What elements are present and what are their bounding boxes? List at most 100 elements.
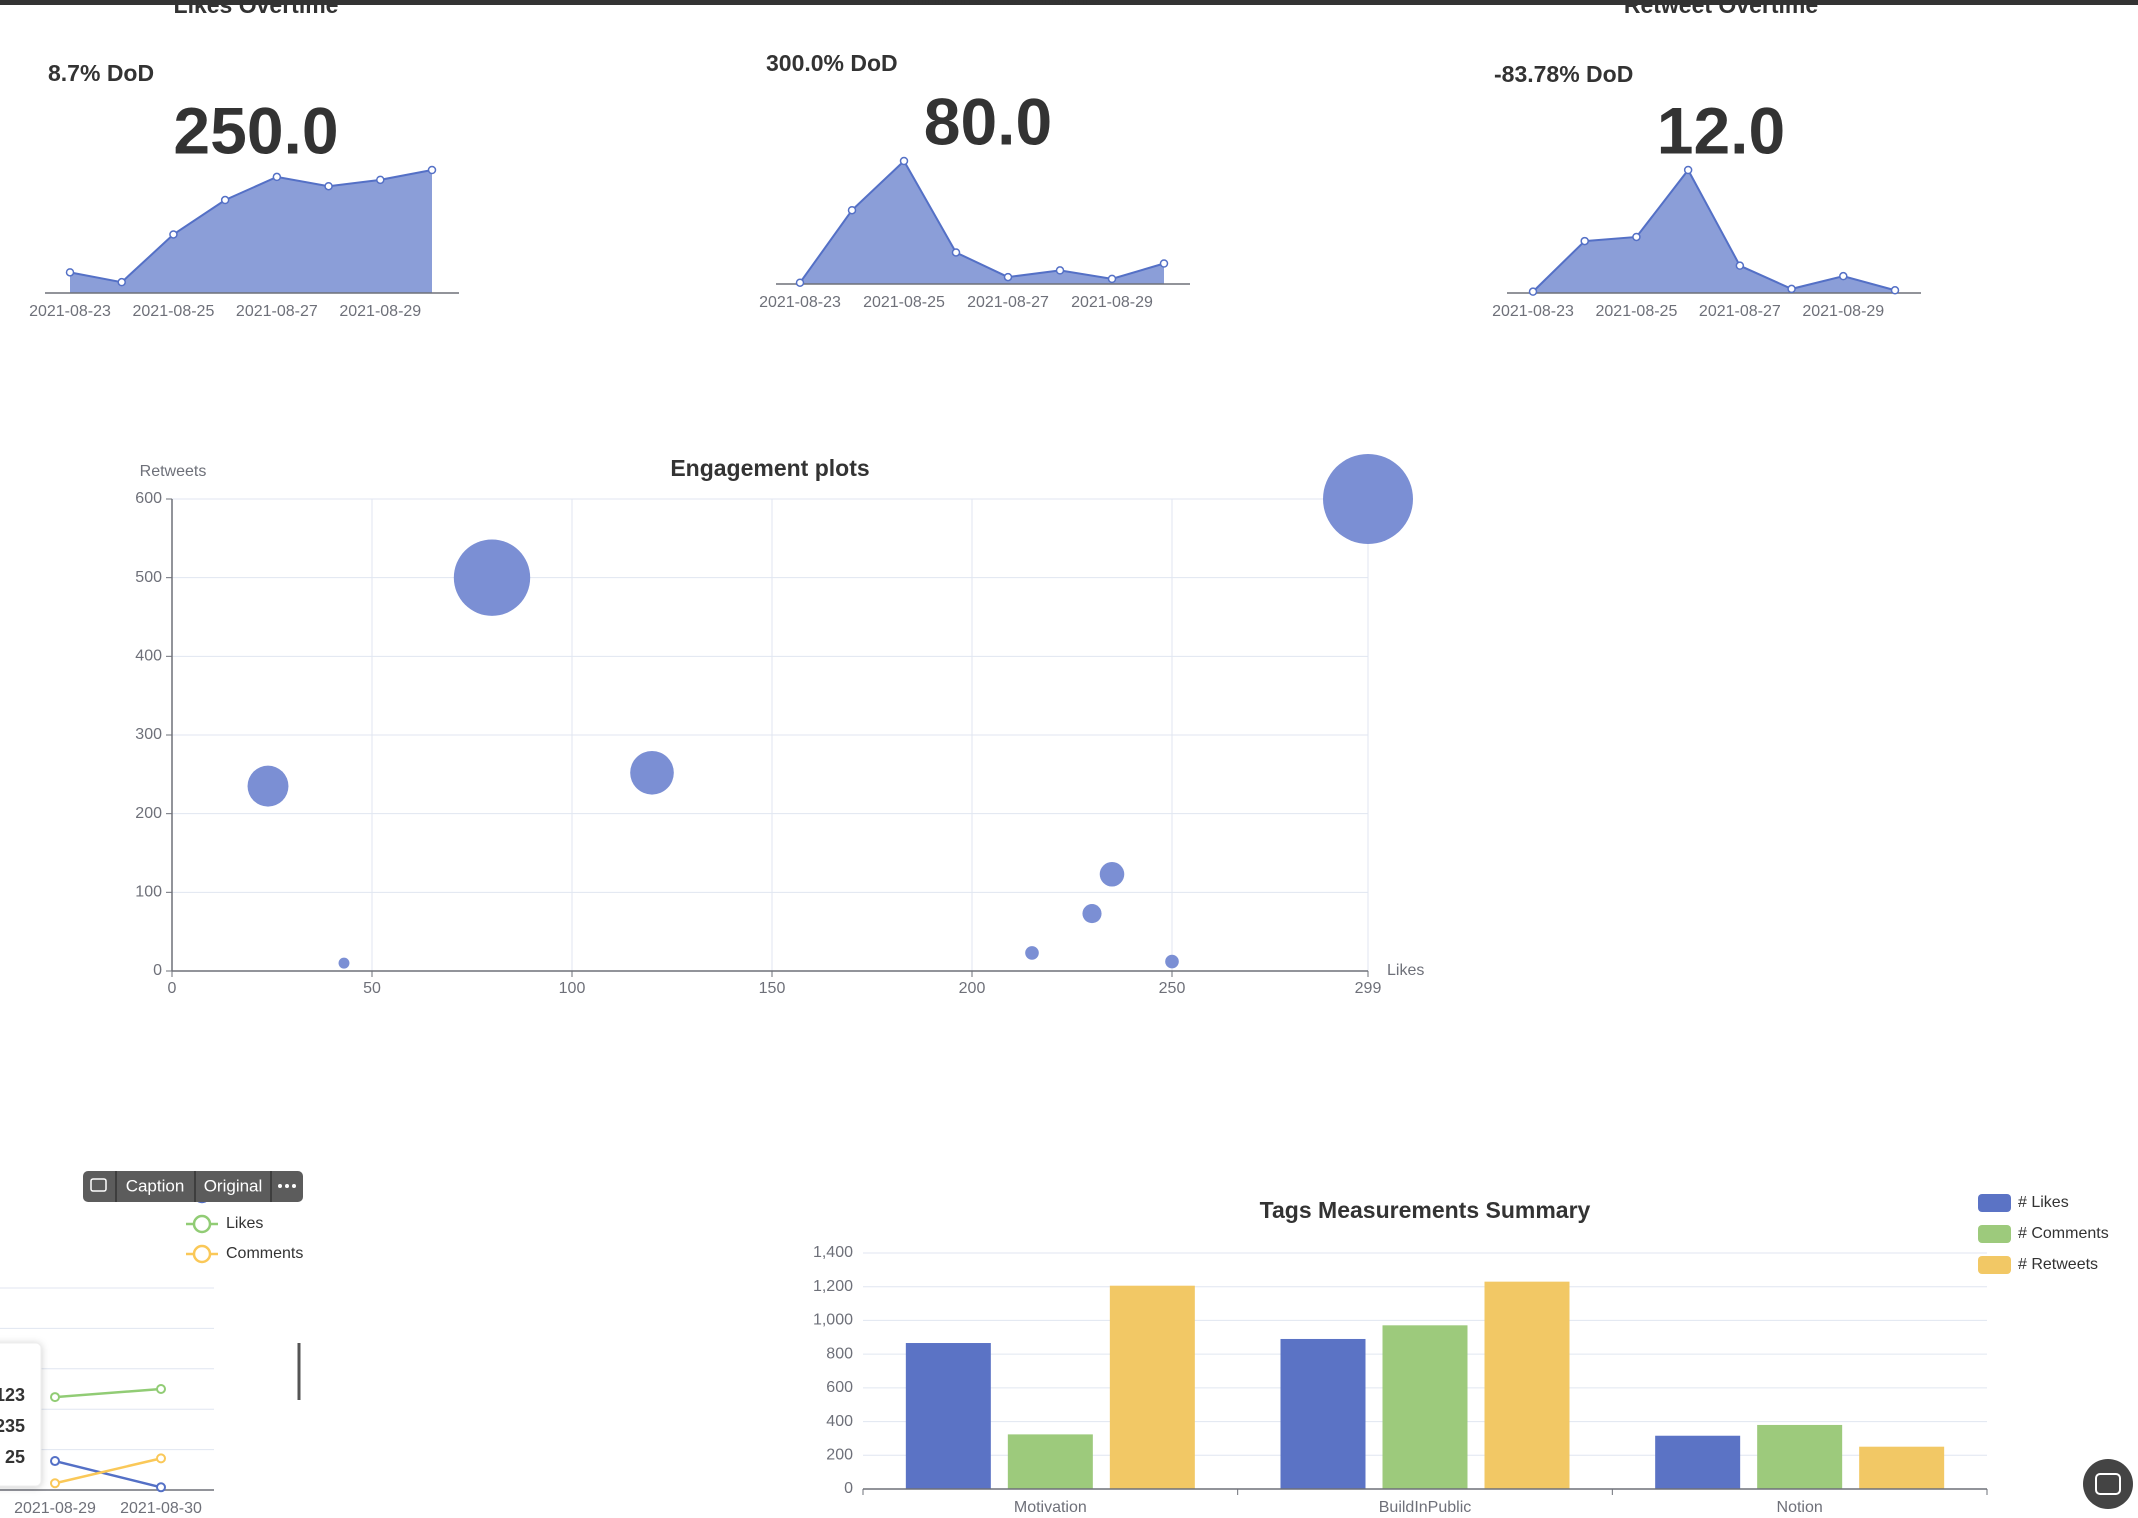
point <box>899 156 909 166</box>
bubble <box>1165 954 1179 969</box>
point <box>1003 272 1013 282</box>
x-tick-label: 2021-08-23 <box>759 294 841 311</box>
legend-swatch <box>1978 1194 2011 1212</box>
bar <box>1007 1434 1093 1489</box>
point <box>65 268 75 277</box>
x-tick-label: 2021-08-27 <box>967 294 1049 311</box>
more-dot <box>292 1184 296 1188</box>
x-tick-label: 2021-08-23 <box>29 303 111 320</box>
y-tick-label: 200 <box>826 1447 853 1464</box>
point <box>156 1384 166 1394</box>
x-axis-name: Likes <box>1387 962 1424 979</box>
bubble <box>1025 946 1039 960</box>
bubble <box>247 765 289 807</box>
y-axis-name: Retweets <box>140 463 207 480</box>
bubble <box>453 539 531 616</box>
y-tick-label: 100 <box>135 884 162 901</box>
legend-label[interactable]: # Retweets <box>2018 1256 2098 1273</box>
point <box>427 165 437 175</box>
point <box>376 175 385 185</box>
scan-icon <box>2095 1473 2121 1495</box>
point <box>1890 286 1900 295</box>
point <box>1839 271 1848 281</box>
x-tick-label: 50 <box>363 980 381 997</box>
legend-label[interactable]: # Likes <box>2018 1194 2069 1211</box>
point <box>847 205 857 215</box>
x-tick-label: 2021-08-25 <box>863 294 945 311</box>
more-dot <box>285 1184 289 1188</box>
x-tick-label: 299 <box>1355 980 1382 997</box>
tooltip <box>0 1342 42 1487</box>
y-tick-label: 800 <box>826 1345 853 1362</box>
y-tick-label: 400 <box>135 648 162 665</box>
scan-button[interactable] <box>2083 1459 2133 1509</box>
x-tick-label: 2021-08-29 <box>1071 294 1153 311</box>
kpi-change: -83.78% DoD <box>1494 61 1633 87</box>
y-tick-label: 1,000 <box>813 1312 853 1329</box>
y-tick-label: 1,400 <box>813 1244 853 1261</box>
chart-title: Likes Overtime <box>174 0 339 18</box>
x-tick-label: 250 <box>1159 980 1186 997</box>
point <box>1107 274 1117 284</box>
tooltip-value: 25 <box>5 1447 25 1467</box>
toolbar <box>83 1171 303 1202</box>
y-tick-label: 600 <box>826 1379 853 1396</box>
chart-title: Comments Overtime <box>876 0 1101 9</box>
bar <box>1655 1435 1741 1489</box>
x-tick-label: 2021-08-30 <box>120 1500 202 1517</box>
point <box>951 248 961 257</box>
point <box>50 1456 60 1467</box>
top-bar <box>0 0 2138 5</box>
point <box>1787 284 1796 294</box>
point <box>272 172 282 182</box>
y-tick-label: 0 <box>844 1480 853 1497</box>
toolbar-button[interactable]: Caption <box>126 1176 185 1195</box>
point <box>1159 259 1169 268</box>
x-tick-label: 2021-08-25 <box>133 303 215 320</box>
y-tick-label: 600 <box>135 490 162 507</box>
x-tick-label: 2021-08-29 <box>14 1500 96 1517</box>
x-tick-label: 150 <box>759 980 786 997</box>
chart-title: Tags Measurements Summary <box>1260 1197 1591 1223</box>
bubble <box>1323 454 1413 544</box>
legend-swatch <box>1978 1256 2011 1274</box>
legend-label[interactable]: Comments <box>226 1245 303 1262</box>
legend-label[interactable]: Likes <box>226 1215 263 1232</box>
x-tick-label: 2021-08-29 <box>339 303 421 320</box>
toolbar-button[interactable]: Original <box>204 1176 263 1195</box>
kpi-value: 80.0 <box>924 84 1052 158</box>
point <box>1735 261 1745 270</box>
more-dot <box>278 1184 282 1188</box>
x-tick-label: Motivation <box>1014 1499 1087 1516</box>
bar <box>1484 1281 1570 1489</box>
point <box>1580 236 1589 246</box>
x-tick-label: 2021-08-27 <box>236 303 318 320</box>
tooltip-value: 123 <box>0 1385 25 1405</box>
series-line <box>54 1459 162 1489</box>
series-line <box>54 1457 162 1485</box>
area-line <box>799 159 1165 284</box>
kpi-value: 250.0 <box>173 93 338 167</box>
area-fill <box>70 170 432 293</box>
legend-icon <box>192 1244 212 1264</box>
legend-swatch <box>1978 1225 2011 1243</box>
point <box>50 1392 60 1403</box>
bar <box>1382 1325 1468 1489</box>
legend-label[interactable]: # Comments <box>2018 1225 2109 1242</box>
tooltip-value: 235 <box>0 1416 25 1436</box>
caption-icon[interactable] <box>90 1178 107 1192</box>
series-line <box>54 1387 162 1399</box>
kpi-change: 300.0% DoD <box>766 50 898 76</box>
bar <box>1109 1285 1195 1489</box>
area-fill <box>800 161 1164 284</box>
chart-title: Engagement plots <box>670 455 869 481</box>
x-tick-label: 2021-08-29 <box>1802 303 1884 320</box>
point <box>220 195 230 205</box>
point <box>1055 266 1065 275</box>
kpi-change: 8.7% DoD <box>48 60 154 86</box>
y-tick-label: 400 <box>826 1413 853 1430</box>
y-tick-label: 0 <box>153 962 162 979</box>
chart-title: Retweet Overtime <box>1624 0 1818 18</box>
point <box>169 230 178 239</box>
